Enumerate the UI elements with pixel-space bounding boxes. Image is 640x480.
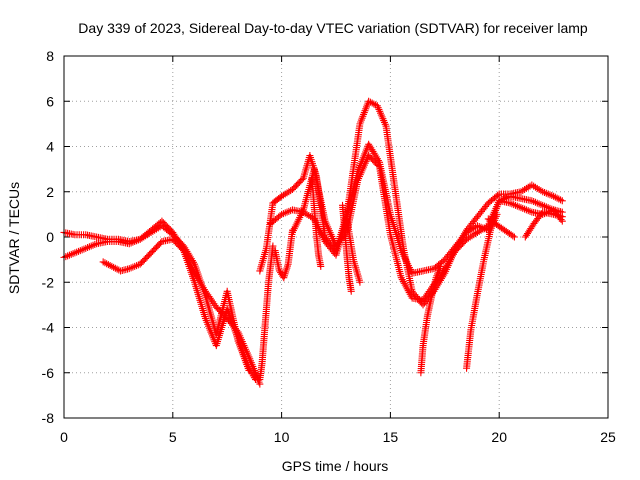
- y-tick-label: -4: [42, 320, 55, 336]
- series-trace-3: [99, 235, 259, 384]
- data-point: [494, 191, 502, 199]
- data-point: [317, 262, 325, 270]
- data-point: [423, 291, 431, 299]
- x-tick-label: 20: [491, 429, 507, 445]
- y-tick-labels: -8 -6 -4 -2 0 2 4 6 8: [42, 48, 55, 426]
- y-tick-label: 0: [46, 229, 54, 245]
- data-point: [509, 232, 517, 240]
- plot-frame: [63, 55, 609, 419]
- y-tick-label: -2: [42, 274, 55, 290]
- data-point: [347, 287, 355, 295]
- y-tick-label: 4: [46, 139, 54, 155]
- x-tick-label: 15: [383, 429, 399, 445]
- data-point: [483, 201, 491, 209]
- data-point: [558, 213, 566, 221]
- series-drop-f: [417, 262, 444, 377]
- y-tick-label: 2: [46, 184, 54, 200]
- y-tick-label: -6: [42, 365, 55, 381]
- data-point: [210, 300, 218, 308]
- series-drop-d: [339, 201, 355, 295]
- data-point: [439, 257, 447, 265]
- series-drop-a: [256, 242, 277, 384]
- series-drop-c: [308, 174, 325, 270]
- x-axis-label: GPS time / hours: [282, 458, 389, 474]
- x-tick-label: 0: [60, 429, 68, 445]
- data-point: [510, 233, 518, 241]
- chart-title: Day 339 of 2023, Sidereal Day-to-day VTE…: [78, 20, 588, 36]
- data-point: [436, 262, 444, 270]
- data-point: [493, 210, 501, 218]
- data-point: [420, 295, 428, 303]
- data-point: [537, 210, 545, 218]
- series-trace-8: [521, 208, 566, 241]
- y-tick-label: 6: [46, 93, 54, 109]
- data-point: [288, 226, 296, 234]
- series-drop-e: [343, 215, 364, 286]
- series-drop-b: [271, 226, 296, 282]
- data-point: [421, 293, 429, 301]
- series-drop-g: [463, 210, 501, 372]
- data-point: [419, 296, 427, 304]
- x-tick-label: 10: [274, 429, 290, 445]
- data-points: [60, 97, 566, 388]
- data-point: [557, 196, 565, 204]
- gridlines: [64, 56, 608, 418]
- x-tick-label: 5: [169, 429, 177, 445]
- data-point: [269, 242, 277, 250]
- data-point: [356, 278, 364, 286]
- y-tick-label: -8: [42, 410, 55, 426]
- data-point: [558, 197, 566, 205]
- y-tick-label: 8: [46, 48, 54, 64]
- y-axis-label: SDTVAR / TECUs: [6, 182, 22, 294]
- data-point: [374, 161, 382, 169]
- x-tick-label: 25: [600, 429, 616, 445]
- x-tick-labels: 0 5 10 15 20 25: [60, 429, 616, 445]
